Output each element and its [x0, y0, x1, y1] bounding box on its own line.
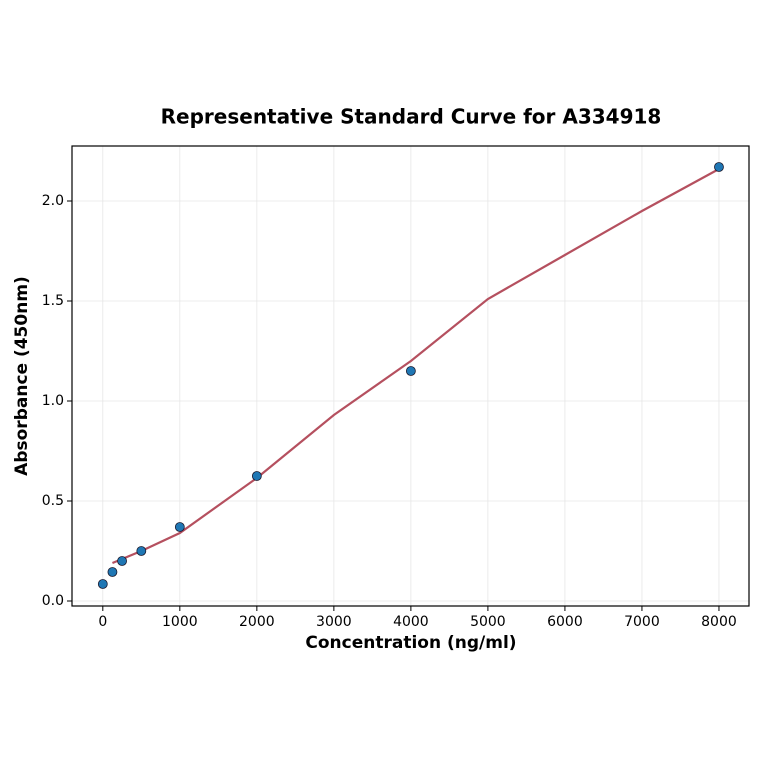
x-tick-label: 3000 [316, 614, 352, 630]
x-tick-label: 0 [98, 614, 107, 630]
x-tick-label: 1000 [162, 614, 198, 630]
chart-title: Representative Standard Curve for A33491… [161, 105, 662, 129]
data-point [405, 366, 416, 376]
data-point [117, 556, 127, 566]
y-tick-label: 0.5 [42, 493, 64, 509]
data-point [174, 522, 185, 532]
x-tick-label: 5000 [470, 614, 506, 630]
data-point [251, 471, 262, 481]
data-point [136, 546, 147, 556]
data-point [97, 579, 108, 589]
y-tick-label: 1.0 [42, 393, 64, 409]
x-tick-label: 2000 [239, 614, 275, 630]
data-point [714, 162, 724, 172]
plot-frame [71, 145, 750, 607]
y-axis-label: Absorbance (450nm) [12, 276, 32, 476]
x-tick-label: 8000 [701, 614, 737, 630]
y-tick-label: 2.0 [42, 193, 64, 209]
x-axis-label: Concentration (ng/ml) [305, 633, 516, 653]
y-tick-label: 1.5 [42, 293, 64, 309]
x-tick-label: 6000 [547, 614, 583, 630]
x-tick-label: 4000 [393, 614, 429, 630]
data-point [107, 567, 118, 577]
x-tick-label: 7000 [624, 614, 660, 630]
fit-curve [112, 168, 720, 565]
y-tick-label: 0.0 [42, 593, 64, 609]
